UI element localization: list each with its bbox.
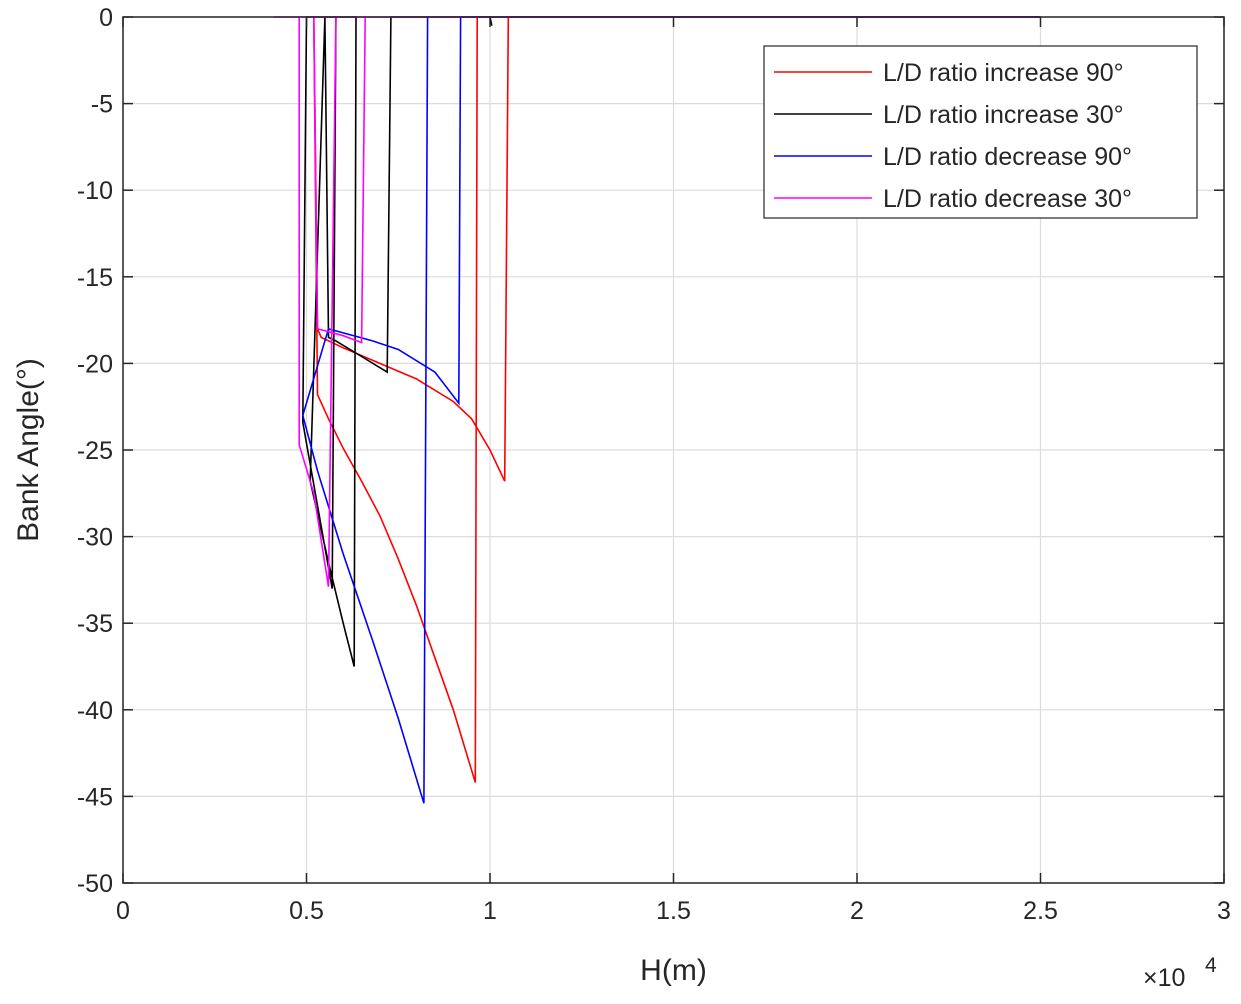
y-axis-title: Bank Angle(°)	[12, 358, 45, 542]
x-axis-title: H(m)	[640, 954, 707, 987]
x-tick-label: 1.5	[656, 897, 691, 925]
legend-label: L/D ratio increase 90°	[883, 59, 1124, 87]
y-tick-label: -15	[77, 264, 113, 292]
y-tick-label: -50	[77, 870, 113, 898]
legend: L/D ratio increase 90° L/D ratio increase…	[763, 45, 1198, 219]
y-tick-label: -25	[77, 437, 113, 465]
y-tick-label: -5	[91, 91, 113, 119]
x-tick-label: 0.5	[289, 897, 324, 925]
legend-label: L/D ratio decrease 90°	[883, 143, 1132, 171]
legend-label: L/D ratio increase 30°	[883, 101, 1124, 129]
series-line-3	[301, 16, 1041, 804]
x-tick-label: 2.5	[1023, 897, 1058, 925]
x-tick-label: 1	[483, 897, 497, 925]
tick-group: 0 0.5 1 1.5 2 2.5 3 0 -5 -10 -15 -20 -25 -30 -35 -40 -45…	[77, 4, 1231, 925]
y-tick-label: -20	[77, 350, 113, 378]
y-tick-label: -30	[77, 524, 113, 552]
x-axis-exponent-base: ×10	[1143, 964, 1185, 992]
y-tick-label: 0	[99, 4, 113, 32]
y-tick-label: -45	[77, 783, 113, 811]
legend-label: L/D ratio decrease 30°	[883, 185, 1132, 213]
x-tick-label: 0	[116, 897, 130, 925]
x-axis-exponent-power: 4	[1205, 954, 1217, 977]
legend-box	[763, 45, 1198, 219]
x-tick-label: 3	[1217, 897, 1231, 925]
y-tick-label: -35	[77, 610, 113, 638]
y-tick-label: -10	[77, 177, 113, 205]
y-tick-label: -40	[77, 697, 113, 725]
x-tick-label: 2	[850, 897, 864, 925]
